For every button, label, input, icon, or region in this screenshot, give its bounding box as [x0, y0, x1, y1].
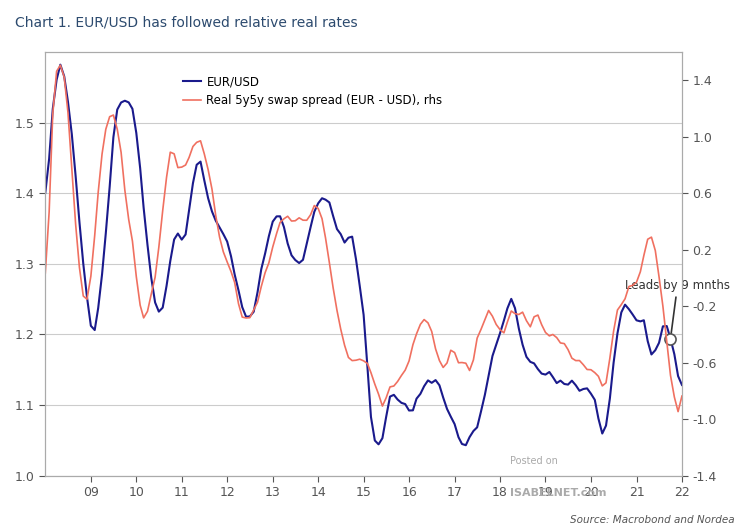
Text: Chart 1. EUR/USD has followed relative real rates: Chart 1. EUR/USD has followed relative r… [15, 16, 358, 30]
Legend: EUR/USD, Real 5y5y swap spread (EUR - USD), rhs: EUR/USD, Real 5y5y swap spread (EUR - US… [178, 70, 447, 112]
Text: Posted on: Posted on [510, 456, 558, 466]
Line: Real 5y5y swap spread (EUR - USD), rhs: Real 5y5y swap spread (EUR - USD), rhs [45, 65, 682, 412]
Text: Leads by 9 mnths: Leads by 9 mnths [625, 279, 730, 336]
Text: ISABELNET.com: ISABELNET.com [510, 488, 607, 498]
Line: EUR/USD: EUR/USD [45, 65, 682, 445]
Text: Source: Macrobond and Nordea: Source: Macrobond and Nordea [570, 515, 735, 525]
